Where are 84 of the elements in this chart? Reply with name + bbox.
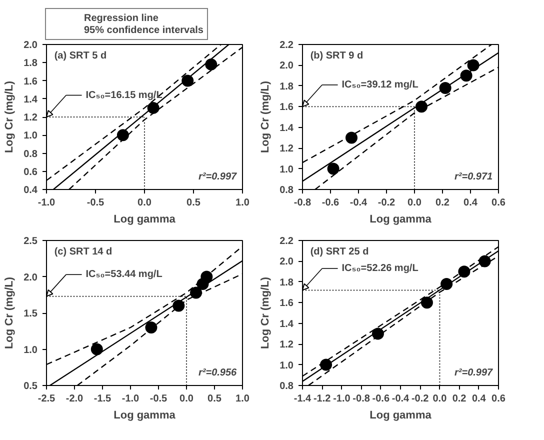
x-tick-label: -0.5 bbox=[150, 394, 168, 404]
x-tick-label: -1.0 bbox=[122, 394, 140, 404]
x-tick-label: 0.0 bbox=[432, 394, 448, 404]
annotation: r²=0.971 bbox=[454, 171, 494, 182]
y-tick-label: 1.6 bbox=[280, 298, 294, 310]
x-tick-label: -0.4 bbox=[350, 198, 368, 208]
text: (b) SRT 9 d bbox=[310, 50, 364, 62]
text: (d) SRT 25 d bbox=[310, 246, 369, 258]
y-axis-title: Log Cr (mg/L) bbox=[260, 80, 272, 154]
y-tick-label: 2.2 bbox=[280, 40, 294, 51]
y-tick-label: 1.0 bbox=[24, 130, 38, 142]
x-tick-label: -0.2 bbox=[411, 394, 430, 404]
x-tick-label: -0.6 bbox=[372, 394, 390, 404]
y-tick-label: 0.5 bbox=[24, 381, 38, 392]
y-tick-label: 1.4 bbox=[280, 318, 294, 330]
x-tick-label: 0.0 bbox=[138, 198, 152, 208]
y-tick-label: 0.8 bbox=[280, 185, 294, 196]
x-tick-label: 0.4 bbox=[464, 198, 478, 208]
x-tick-label: -2.0 bbox=[66, 394, 84, 404]
y-axis-title: Log Cr (mg/L) bbox=[260, 276, 272, 350]
annotation: IC₅₀=52.26 mg/L bbox=[342, 262, 418, 274]
y-tick-label: 1.2 bbox=[280, 340, 294, 351]
y-tick-label: 1.6 bbox=[280, 102, 294, 114]
x-tick-label: -1.5 bbox=[94, 394, 112, 404]
y-tick-label: 1.4 bbox=[24, 94, 38, 106]
x-tick-label: -0.2 bbox=[378, 198, 396, 208]
x-tick-label: -1.2 bbox=[313, 394, 332, 404]
annotation: r²=0.997 bbox=[198, 171, 238, 182]
x-tick-label: 0.6 bbox=[492, 394, 506, 404]
y-tick-label: 1.2 bbox=[24, 112, 38, 124]
y-tick-label: 2.0 bbox=[280, 256, 294, 268]
y-tick-label: 0.4 bbox=[24, 185, 38, 196]
x-tick-label: 0.5 bbox=[208, 394, 222, 404]
x-tick-label: -0.6 bbox=[322, 198, 340, 208]
y-tick-label: 2.0 bbox=[280, 60, 294, 72]
x-tick-label: -0.4 bbox=[392, 394, 410, 404]
x-tick-label: 0.2 bbox=[452, 394, 467, 404]
x-tick-label: 0.0 bbox=[408, 198, 422, 208]
text: (a) SRT 5 d bbox=[54, 50, 107, 62]
x-axis-title: Log gamma bbox=[114, 214, 176, 226]
x-tick-label: -1.0 bbox=[333, 394, 351, 404]
y-tick-label: 2.5 bbox=[24, 236, 38, 247]
x-axis-title: Log gamma bbox=[114, 410, 176, 422]
y-tick-label: 1.5 bbox=[24, 308, 38, 320]
x-tick-label: -1.0 bbox=[38, 198, 56, 208]
text: Regression line bbox=[84, 12, 158, 24]
series-label: 95% confidence intervals bbox=[84, 24, 204, 36]
y-tick-label: 1.0 bbox=[24, 344, 38, 356]
y-tick-label: 1.0 bbox=[280, 360, 294, 372]
x-tick-label: 1.0 bbox=[236, 394, 250, 404]
y-tick-label: 1.8 bbox=[280, 277, 294, 288]
y-tick-label: 1.6 bbox=[24, 76, 38, 88]
x-tick-label: 0.4 bbox=[472, 394, 486, 404]
y-tick-label: 1.8 bbox=[280, 81, 294, 92]
x-tick-label: 0.0 bbox=[180, 394, 194, 404]
x-tick-label: 1.0 bbox=[236, 198, 250, 208]
x-axis-title: Log gamma bbox=[370, 410, 432, 422]
x-axis-title: Log gamma bbox=[370, 214, 432, 226]
text: (c) SRT 14 d bbox=[54, 246, 112, 258]
annotation: IC₅₀=53.44 mg/L bbox=[86, 269, 162, 280]
x-tick-label: 0.2 bbox=[436, 198, 450, 208]
y-tick-label: 2.0 bbox=[24, 40, 38, 51]
x-tick-label: -0.8 bbox=[294, 198, 312, 208]
x-tick-label: -2.5 bbox=[38, 394, 56, 404]
y-tick-label: 0.6 bbox=[24, 166, 38, 178]
annotation: r²=0.956 bbox=[198, 367, 238, 378]
x-tick-label: -0.5 bbox=[86, 198, 105, 208]
y-tick-label: 1.0 bbox=[280, 164, 294, 176]
x-tick-label: 0.5 bbox=[186, 198, 201, 208]
x-tick-label: -1.4 bbox=[294, 394, 312, 404]
y-axis-title: Log Cr (mg/L) bbox=[4, 276, 16, 350]
annotation: IC₅₀=16.15 mg/L bbox=[86, 90, 162, 101]
annotation: r²=0.997 bbox=[454, 367, 494, 378]
x-tick-label: -0.8 bbox=[352, 394, 370, 404]
y-tick-label: 0.8 bbox=[280, 381, 294, 392]
y-tick-label: 2.0 bbox=[24, 272, 38, 284]
y-tick-label: 1.4 bbox=[280, 122, 294, 134]
y-tick-label: 1.2 bbox=[280, 144, 294, 155]
y-tick-label: 0.8 bbox=[24, 148, 38, 160]
y-tick-label: 2.2 bbox=[280, 236, 294, 247]
annotation: IC₅₀=39.12 mg/L bbox=[342, 79, 418, 90]
y-axis-title: Log Cr (mg/L) bbox=[4, 80, 16, 154]
y-tick-label: 1.8 bbox=[24, 58, 38, 70]
x-tick-label: 0.6 bbox=[492, 198, 506, 208]
